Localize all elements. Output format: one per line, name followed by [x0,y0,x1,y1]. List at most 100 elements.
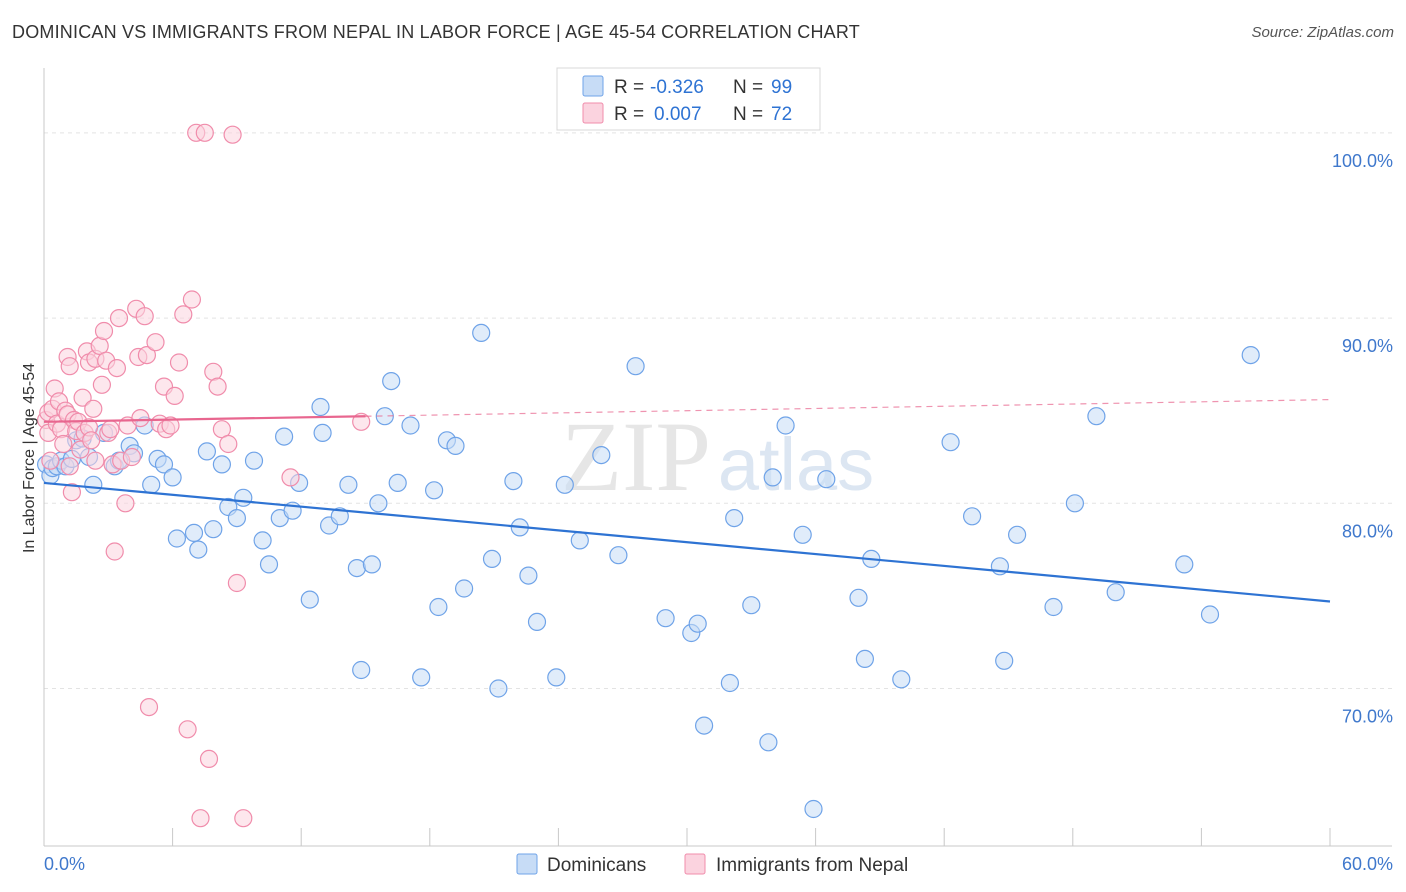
trend-line-nepal-extension [365,398,1331,417]
nepal-point [60,457,79,476]
nepal-point [107,359,127,378]
dominicans-point [592,446,611,465]
nepal-point [223,125,242,144]
nepal-point [135,307,154,326]
dominicans-point [253,531,272,550]
y-tick-label: 90.0% [1342,336,1393,356]
nepal-point [137,346,156,365]
x-tick-label-left: 0.0% [44,854,85,874]
stats-r-value: -0.326 [650,77,704,98]
tick-labels: 100.0% 90.0% 80.0% 70.0% 0.0% 60.0% [44,151,1393,874]
dominicans-point [369,494,388,513]
nepal-point [73,388,92,407]
trend-line-nepal [43,415,366,423]
dominicans-point [275,427,294,446]
dominicans-point [1065,494,1085,513]
dominicans-point [184,523,204,543]
dominicans-point [382,372,401,391]
dominicans-point [694,716,714,735]
dominicans-point [849,588,868,607]
dominicans-point [1087,407,1106,426]
dominicans-point [212,455,231,474]
nepal-point [234,809,253,828]
nepal-point [182,290,201,309]
dominicans-point [197,442,216,461]
stats-r-value: 0.007 [654,104,702,125]
x-tick-label-right: 60.0% [1342,854,1393,874]
dominicans-point [759,733,778,752]
legend-swatch-nepal [684,853,706,875]
nepal-point [60,357,79,376]
y-tick-label: 100.0% [1332,151,1393,171]
dominicans-point [482,549,502,569]
nepal-point [199,749,219,769]
nepal-point [139,697,159,717]
dominicans-point [401,416,420,435]
y-tick-label: 70.0% [1342,707,1393,727]
dominicans-point [763,468,782,487]
nepal-point [165,386,184,405]
nepal-point [195,123,214,142]
dominicans-point [489,679,508,698]
dominicans-point [855,649,875,669]
dominicans-point [519,566,538,585]
dominicans-point [244,451,264,470]
dominicans-point [227,508,246,528]
dominicans-point [154,455,174,474]
nepal-point [122,447,141,467]
dominicans-point [300,590,319,609]
nepal-point [131,409,150,428]
dominicans-point [339,475,358,494]
legend-swatch-dominicans [516,853,538,875]
nepal-point [82,431,101,450]
dominicans-point [817,470,836,489]
dominicans-point [259,555,279,574]
stats-legend: R = -0.326 N = 99 R = 0.007 N = 72 [556,67,821,131]
dominicans-point [167,529,186,548]
dominicans-point [1044,597,1063,617]
dominicans-point [313,423,332,442]
dominicans-point [446,436,465,455]
dominicans-point [570,531,589,550]
nepal-point [191,809,210,828]
dominicans-point [941,433,960,452]
source-label: Source: ZipAtlas.com [1251,24,1394,41]
dominicans-point [425,481,444,500]
dominicans-point [609,546,628,565]
nepal-point [92,375,112,394]
dominicans-point [234,488,253,507]
dominicans-point [1175,555,1194,574]
dominicans-point [555,475,574,494]
dominicans-point [720,673,740,693]
dominicans-point [793,525,812,544]
nepal-point [94,321,114,341]
data-points [36,123,1260,828]
dominicans-point [688,614,707,633]
y-tick-label: 80.0% [1342,521,1393,541]
dominicans-point [626,357,645,376]
dominicans-point [84,475,103,494]
nepal-point [86,451,105,470]
stats-n-label: N = [733,104,763,125]
dominicans-point [776,416,795,435]
watermark-atlas: atlas [718,423,874,506]
dominicans-point [1241,346,1260,365]
y-axis-label: In Labor Force | Age 45-54 [21,363,38,553]
dominicans-point [204,520,223,539]
nepal-point [352,412,371,431]
nepal-point [84,399,103,418]
nepal-point [105,542,124,561]
stats-n-value: 99 [771,77,792,98]
dominicans-point [429,597,448,617]
nepal-point [161,416,180,435]
nepal-point [174,305,193,324]
dominicans-point [412,668,431,687]
dominicans-point [311,397,330,417]
nepal-point [178,720,197,739]
dominicans-point [362,555,381,574]
nepal-point [281,468,300,487]
dominicans-point [547,668,566,687]
nepal-point [109,309,129,328]
dominicans-point [742,596,761,615]
